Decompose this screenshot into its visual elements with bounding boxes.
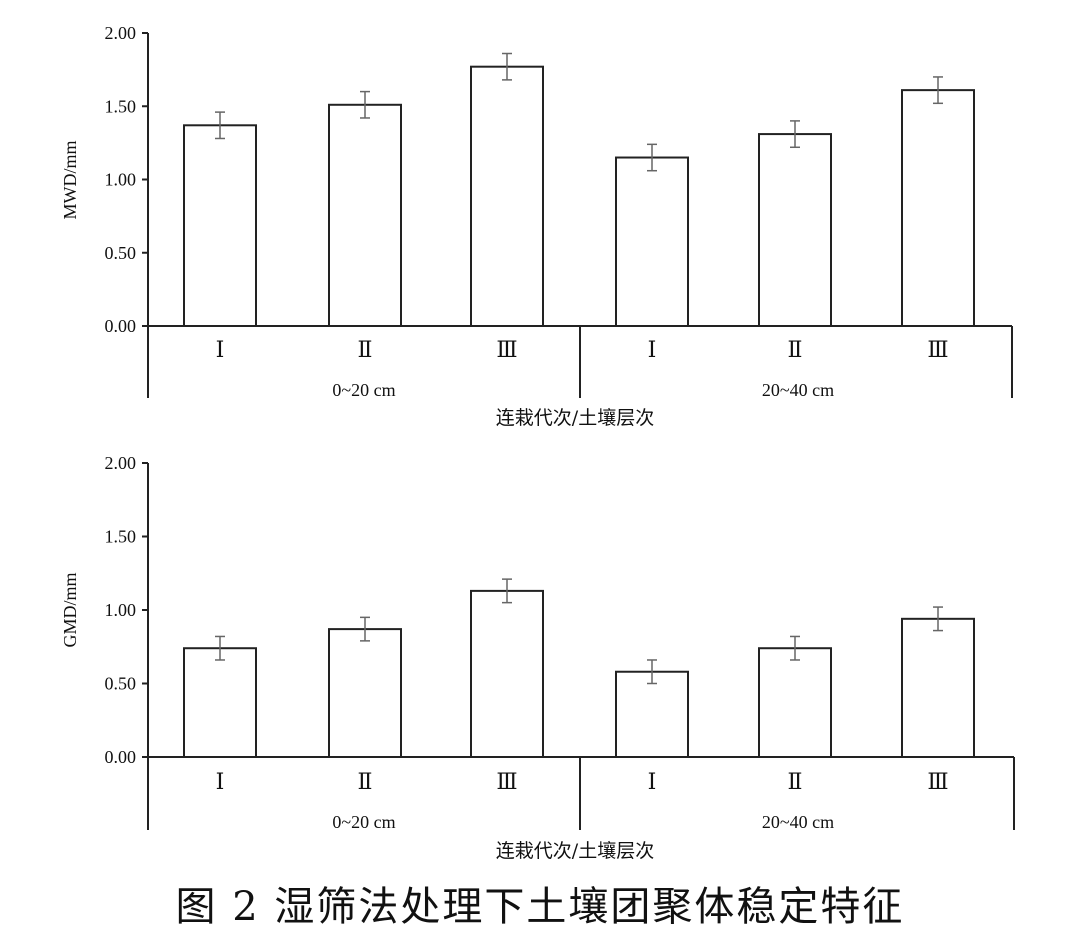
bar xyxy=(758,133,832,327)
y-tick-label: 1.50 xyxy=(105,96,137,116)
group-label: 20~40 cm xyxy=(762,380,834,400)
y-tick-label: 1.00 xyxy=(105,600,137,620)
group-label: 0~20 cm xyxy=(332,380,395,400)
y-axis-title: GMD/mm xyxy=(60,572,80,647)
x-category-label: Ⅰ xyxy=(216,769,225,794)
bar xyxy=(470,65,544,327)
x-category-label: Ⅱ xyxy=(788,337,803,362)
bar xyxy=(615,156,689,327)
bar xyxy=(470,589,544,759)
x-category-label: Ⅲ xyxy=(496,769,517,794)
x-category-label: Ⅱ xyxy=(358,769,373,794)
bar xyxy=(328,103,402,327)
x-category-label: Ⅲ xyxy=(927,769,948,794)
x-category-label: Ⅲ xyxy=(927,337,948,362)
y-tick-label: 0.50 xyxy=(105,674,137,694)
x-axis-title: 连栽代次/土壤层次 xyxy=(496,407,654,429)
bar xyxy=(328,628,402,758)
x-category-label: Ⅲ xyxy=(496,337,517,362)
figure-caption: 图 2 湿筛法处理下土壤团聚体稳定特征 xyxy=(176,884,905,930)
x-category-label: Ⅰ xyxy=(648,769,657,794)
gmd-chart-panel: 0.00 0.50 1.00 1.50 2.00 Ⅰ Ⅱ Ⅲ Ⅰ Ⅱ Ⅲ 0~20 cm 20~40 c… xyxy=(60,453,1015,862)
bar xyxy=(615,670,689,758)
bar xyxy=(183,647,257,758)
y-tick-label: 0.00 xyxy=(105,747,137,767)
x-category-label: Ⅰ xyxy=(648,337,657,362)
mwd-chart-panel: 0.00 0.50 1.00 1.50 2.00 Ⅰ Ⅱ Ⅲ Ⅰ Ⅱ Ⅲ 0~20 cm 20~40 c… xyxy=(60,23,1013,429)
x-axis-title: 连栽代次/土壤层次 xyxy=(496,840,654,862)
x-category-label: Ⅱ xyxy=(358,337,373,362)
group-label: 20~40 cm xyxy=(762,812,834,832)
y-tick-label: 2.00 xyxy=(105,23,137,43)
group-label: 0~20 cm xyxy=(332,812,395,832)
y-tick-label: 1.50 xyxy=(105,527,137,547)
y-tick-label: 0.50 xyxy=(105,243,137,263)
bar xyxy=(901,89,975,328)
y-tick-label: 2.00 xyxy=(105,453,137,473)
y-tick-label: 1.00 xyxy=(105,170,137,190)
bar xyxy=(183,124,257,327)
x-category-label: Ⅱ xyxy=(788,769,803,794)
y-tick-label: 0.00 xyxy=(105,316,137,336)
y-axis-title: MWD/mm xyxy=(60,141,80,220)
x-category-label: Ⅰ xyxy=(216,337,225,362)
bar xyxy=(901,617,975,758)
bar xyxy=(758,647,832,758)
